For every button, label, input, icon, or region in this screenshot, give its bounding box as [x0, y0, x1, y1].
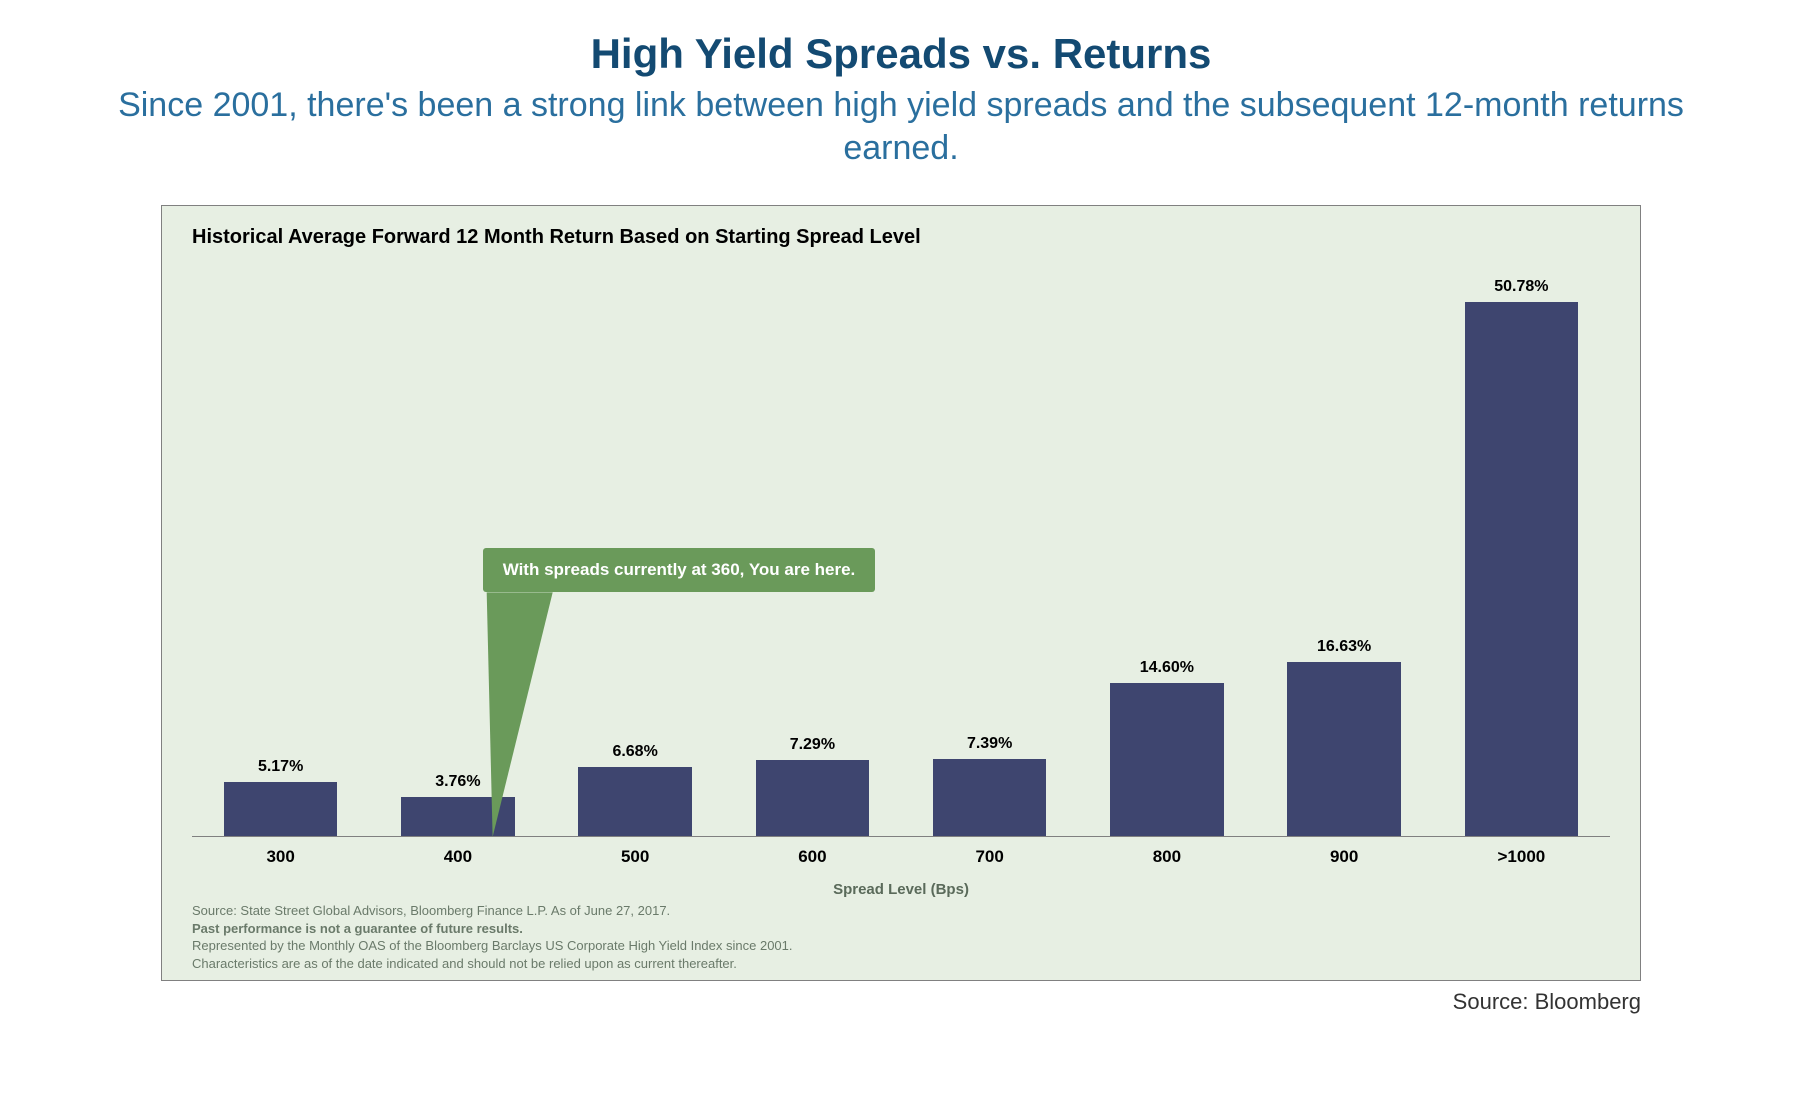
x-tick-label: 500: [547, 837, 724, 877]
footnote-line: Source: State Street Global Advisors, Bl…: [192, 902, 1610, 920]
bar-value-label: 14.60%: [1140, 659, 1194, 677]
bar-value-label: 7.39%: [967, 735, 1012, 753]
x-tick-label: 400: [369, 837, 546, 877]
bar-rect: [224, 782, 337, 837]
bar-slot: 5.17%: [192, 257, 369, 837]
x-tick-label: 900: [1256, 837, 1433, 877]
bars-group: 5.17% 3.76% 6.68% 7.29% 7.39% 14.60% 16.63% 50.…: [192, 257, 1610, 837]
footnote-line: Represented by the Monthly OAS of the Bl…: [192, 937, 1610, 955]
bar-slot: 7.39%: [901, 257, 1078, 837]
outer-source: Source: Bloomberg: [161, 989, 1641, 1015]
page-title: High Yield Spreads vs. Returns: [40, 30, 1762, 78]
footnote-line: Characteristics are as of the date indic…: [192, 955, 1610, 973]
bar-slot: 3.76%: [369, 257, 546, 837]
bar-value-label: 50.78%: [1494, 278, 1548, 296]
x-axis-labels: 300400500600700800900>1000: [192, 837, 1610, 877]
x-tick-label: 300: [192, 837, 369, 877]
callout-text: With spreads currently at 360, You are h…: [503, 560, 856, 579]
chart-footnotes: Source: State Street Global Advisors, Bl…: [192, 902, 1610, 972]
x-tick-label: 600: [724, 837, 901, 877]
bar-rect: [578, 767, 691, 837]
x-tick-label: 800: [1078, 837, 1255, 877]
chart-title: Historical Average Forward 12 Month Retu…: [192, 226, 1610, 249]
bar-value-label: 16.63%: [1317, 638, 1371, 656]
bar-slot: 7.29%: [724, 257, 901, 837]
bar-slot: 50.78%: [1433, 257, 1610, 837]
bar-rect: [1465, 302, 1578, 837]
page-subtitle: Since 2001, there's been a strong link b…: [40, 84, 1762, 169]
bar-value-label: 5.17%: [258, 758, 303, 776]
bar-value-label: 7.29%: [790, 736, 835, 754]
x-axis-title: Spread Level (Bps): [192, 881, 1610, 898]
bar-rect: [756, 760, 869, 837]
x-tick-label: 700: [901, 837, 1078, 877]
bar-rect: [933, 759, 1046, 837]
bar-slot: 14.60%: [1078, 257, 1255, 837]
bar-rect: [401, 797, 514, 837]
x-tick-label: >1000: [1433, 837, 1610, 877]
bar-slot: 16.63%: [1256, 257, 1433, 837]
bar-value-label: 3.76%: [435, 773, 480, 791]
bar-slot: 6.68%: [547, 257, 724, 837]
bar-value-label: 6.68%: [612, 743, 657, 761]
chart-container: Historical Average Forward 12 Month Retu…: [161, 205, 1641, 1015]
chart-panel: Historical Average Forward 12 Month Retu…: [161, 205, 1641, 981]
bar-rect: [1287, 662, 1400, 837]
callout-box: With spreads currently at 360, You are h…: [483, 548, 876, 592]
bar-rect: [1110, 683, 1223, 837]
footnote-line: Past performance is not a guarantee of f…: [192, 920, 1610, 938]
plot-area: 5.17% 3.76% 6.68% 7.29% 7.39% 14.60% 16.63% 50.…: [192, 257, 1610, 877]
